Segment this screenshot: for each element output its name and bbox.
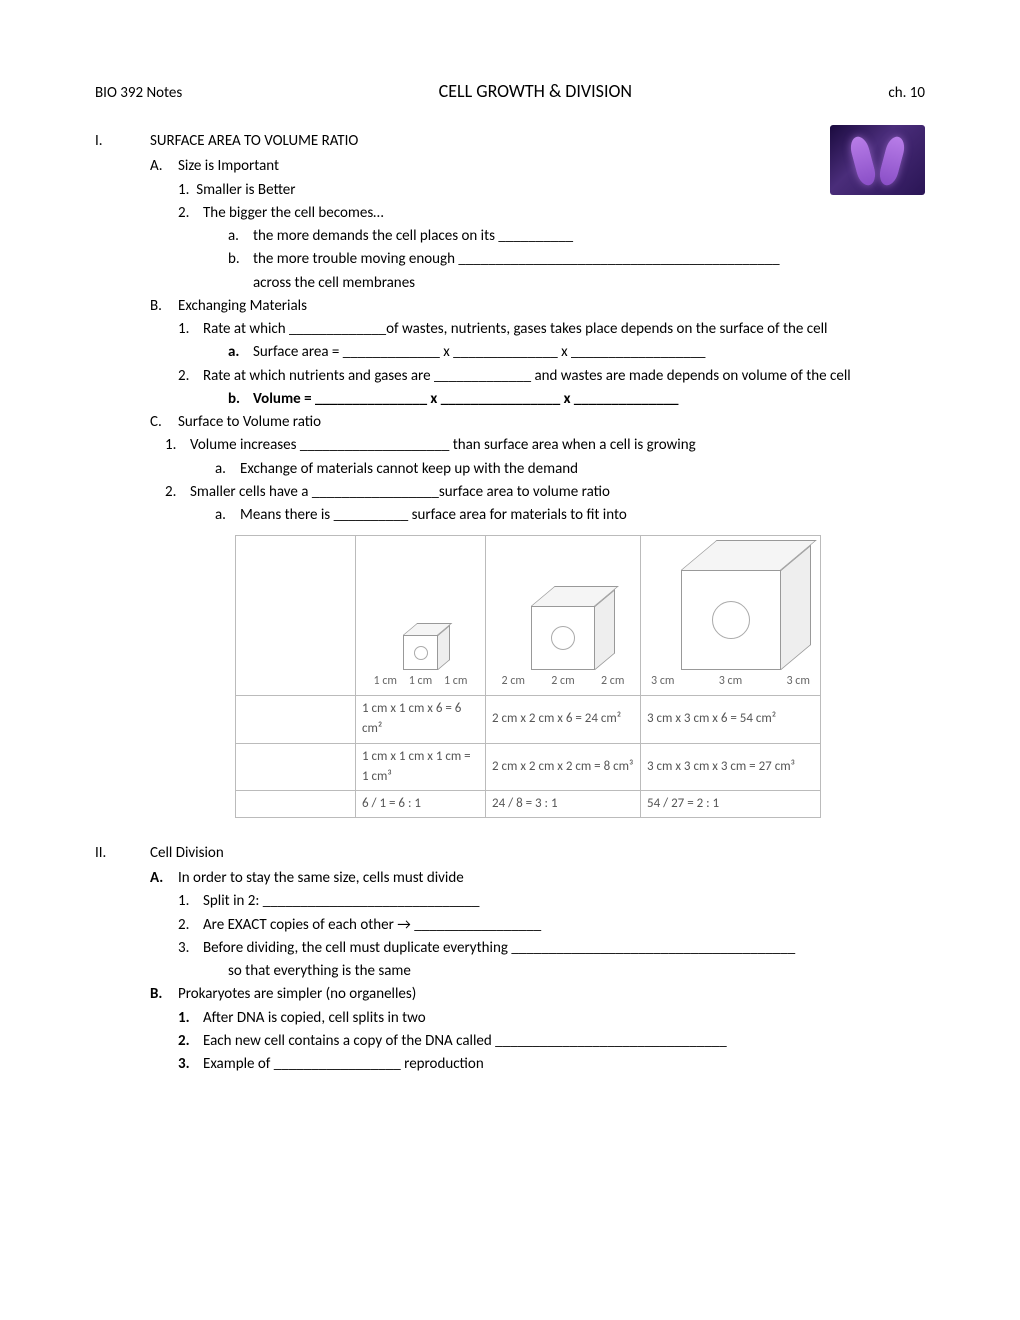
roman-numeral: II. bbox=[95, 842, 150, 865]
cube-dim-label: 2 cm bbox=[502, 672, 525, 691]
number-marker: 1. bbox=[178, 890, 203, 913]
outline-text: Volume = _______________ x _____________… bbox=[253, 388, 925, 411]
letter-marker: A. bbox=[150, 155, 178, 178]
roman-numeral: I. bbox=[95, 130, 150, 153]
section-title: Cell Division bbox=[150, 842, 925, 865]
number-marker: 1. bbox=[178, 318, 203, 341]
outline-text: After DNA is copied, cell splits in two bbox=[203, 1007, 925, 1030]
surface-area-volume-table: 1 cm 1 cm 1 cm 2 cm bbox=[235, 535, 821, 818]
subsection-title: Prokaryotes are simpler (no organelles) bbox=[178, 983, 925, 1006]
subsection-title: Size is Important bbox=[178, 155, 925, 178]
number-marker: 2. bbox=[165, 481, 190, 504]
number-marker: 2. bbox=[178, 202, 203, 225]
table-row-ratio: 6 / 1 = 6 : 1 24 / 8 = 3 : 1 54 / 27 = 2… bbox=[236, 790, 821, 817]
outline-section-1: I. SURFACE AREA TO VOLUME RATIO A. Size … bbox=[95, 130, 925, 818]
cube-diagram-large bbox=[681, 570, 781, 670]
outline-text: the more demands the cell places on its … bbox=[253, 225, 925, 248]
outline-text: Smaller cells have a _________________su… bbox=[190, 481, 925, 504]
number-marker: 3. bbox=[178, 937, 203, 960]
outline-text: Volume increases ____________________ th… bbox=[190, 434, 925, 457]
outline-text: The bigger the cell becomes… bbox=[203, 202, 925, 225]
outline-text: Are EXACT copies of each other → _______… bbox=[203, 914, 925, 937]
number-marker: 2. bbox=[178, 914, 203, 937]
number-marker: 2. bbox=[178, 365, 203, 388]
subsection-title: Exchanging Materials bbox=[178, 295, 925, 318]
outline-text-continuation: so that everything is the same bbox=[228, 960, 925, 983]
outline-text: Exchange of materials cannot keep up wit… bbox=[240, 458, 925, 481]
letter-marker: B. bbox=[150, 983, 178, 1006]
outline-text: the more trouble moving enough _________… bbox=[253, 248, 925, 271]
number-marker: 1. bbox=[178, 1007, 203, 1030]
cube-diagram-small bbox=[403, 635, 438, 670]
cube-diagram-medium bbox=[531, 606, 595, 670]
outline-text: Surface area = _____________ x _________… bbox=[253, 341, 925, 364]
outline-item: 1. Smaller is Better bbox=[178, 179, 925, 202]
number-marker: 1. bbox=[165, 434, 190, 457]
outline-text: Rate at which _____________of wastes, nu… bbox=[203, 318, 925, 341]
chromosome-image bbox=[830, 125, 925, 195]
letter-marker: A. bbox=[150, 867, 178, 890]
outline-text: Rate at which nutrients and gases are __… bbox=[203, 365, 925, 388]
cube-dim-label: 1 cm bbox=[374, 672, 397, 691]
header-course: BIO 392 Notes bbox=[95, 84, 182, 102]
number-marker: 2. bbox=[178, 1030, 203, 1053]
sub-marker: a. bbox=[228, 225, 253, 248]
sub-marker: a. bbox=[215, 504, 240, 527]
header-title: CELL GROWTH & DIVISION bbox=[439, 80, 632, 102]
outline-text-continuation: across the cell membranes bbox=[253, 272, 925, 295]
outline-text: Means there is __________ surface area f… bbox=[240, 504, 925, 527]
outline-text: Each new cell contains a copy of the DNA… bbox=[203, 1030, 925, 1053]
outline-text: Example of _________________ reproductio… bbox=[203, 1053, 925, 1076]
sub-marker: a. bbox=[228, 341, 253, 364]
table-row-volume: 1 cm x 1 cm x 1 cm = 1 cm³ 2 cm x 2 cm x… bbox=[236, 743, 821, 790]
section-title: SURFACE AREA TO VOLUME RATIO bbox=[150, 130, 925, 153]
cube-dim-label: 3 cm bbox=[651, 672, 674, 691]
subsection-title: Surface to Volume ratio bbox=[178, 411, 925, 434]
number-marker: 3. bbox=[178, 1053, 203, 1076]
header-chapter: ch. 10 bbox=[888, 84, 925, 102]
sub-marker: a. bbox=[215, 458, 240, 481]
outline-section-2: II. Cell Division A. In order to stay th… bbox=[95, 842, 925, 1077]
outline-text: Split in 2: ____________________________… bbox=[203, 890, 925, 913]
sub-marker: b. bbox=[228, 248, 253, 271]
letter-marker: C. bbox=[150, 411, 178, 434]
subsection-title: In order to stay the same size, cells mu… bbox=[178, 867, 925, 890]
outline-text: Before dividing, the cell must duplicate… bbox=[203, 937, 925, 960]
sub-marker: b. bbox=[228, 388, 253, 411]
letter-marker: B. bbox=[150, 295, 178, 318]
table-row-surface-area: 1 cm x 1 cm x 6 = 6 cm² 2 cm x 2 cm x 6 … bbox=[236, 696, 821, 743]
